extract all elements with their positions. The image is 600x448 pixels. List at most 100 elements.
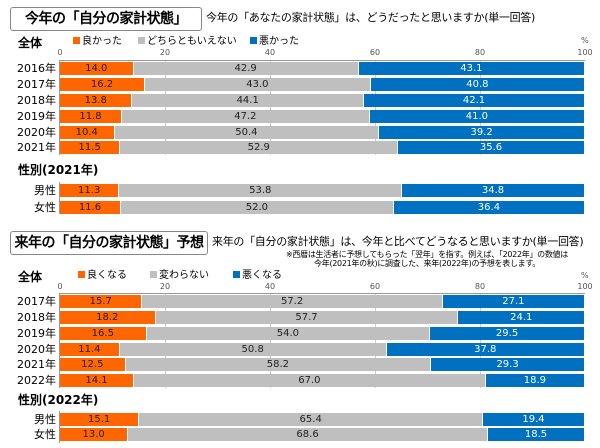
- bar-segment: 13.0: [60, 428, 129, 441]
- category-label: 2018年: [17, 311, 56, 324]
- category-label: 2019年: [17, 110, 56, 123]
- section-1-group-label: 性別(2021年): [18, 163, 99, 177]
- bar-segment: 11.4: [60, 343, 120, 356]
- bar-segment: 36.4: [393, 201, 585, 214]
- bar-segment: 18.9: [485, 374, 585, 387]
- bar-segment: 54.0: [146, 327, 431, 340]
- legend-swatch: [78, 271, 85, 278]
- bar-segment: 29.3: [431, 358, 585, 371]
- bar-segment: 16.5: [60, 327, 147, 340]
- legend-swatch: [138, 37, 145, 44]
- bar-segment: 11.5: [60, 141, 121, 154]
- legend-item: 良かった: [73, 36, 122, 48]
- bar-segment: 12.5: [60, 358, 126, 371]
- tick-label: 40: [264, 48, 276, 57]
- legend-swatch: [250, 37, 257, 44]
- section-2-question: 来年の「自分の家計状態」は、今年と比べてどうなると思いますか(単一回答): [212, 235, 584, 248]
- section-2-total-label: 全体: [18, 270, 43, 284]
- bar-segment: 15.1: [60, 413, 140, 426]
- category-label: 2022年: [17, 374, 56, 387]
- section-1-total-label: 全体: [18, 36, 43, 50]
- bar-segment: 11.6: [60, 201, 121, 214]
- y-axis-group: [59, 411, 60, 443]
- bar-segment: 47.2: [121, 110, 370, 123]
- legend-item: 悪くなる: [233, 270, 282, 282]
- tick-label: 60: [369, 282, 381, 291]
- tick-label: 60: [369, 48, 381, 57]
- category-label: 2020年: [17, 126, 56, 139]
- tick-label: 0: [57, 282, 63, 291]
- section-2-note: ※西暦は生活者に予想してもらった「翌年」を指す。例えば、「2022年」の数値は今…: [286, 250, 568, 268]
- bar-segment: 37.8: [386, 343, 585, 356]
- y-axis-group: [59, 182, 60, 214]
- bar-segment: 68.6: [128, 428, 488, 441]
- bar-segment: 29.5: [430, 327, 585, 340]
- bar-segment: 67.0: [134, 374, 486, 387]
- legend-swatch: [233, 271, 240, 278]
- bar-segment: 44.1: [132, 94, 364, 107]
- bar-segment: 13.8: [60, 94, 133, 107]
- gridline: [480, 60, 481, 155]
- x-axis: [60, 293, 585, 294]
- bar-segment: 11.8: [60, 110, 122, 123]
- gridline: [165, 293, 166, 388]
- section-1-title: 今年の「自分の家計状態」: [10, 7, 202, 31]
- bar-segment: 57.2: [142, 295, 443, 308]
- bar-segment: 11.3: [60, 184, 120, 197]
- unit-label: %: [581, 36, 589, 45]
- category-label: 2018年: [17, 94, 56, 107]
- y-axis: [59, 60, 60, 155]
- bar-segment: 41.0: [369, 110, 585, 123]
- category-label: 2016年: [17, 62, 56, 75]
- x-axis: [60, 60, 585, 61]
- bar-segment: 34.8: [402, 184, 585, 197]
- tick-label: 40: [264, 282, 276, 291]
- tick-label: 80: [474, 282, 486, 291]
- bar-segment: 15.7: [60, 295, 143, 308]
- y-axis: [59, 293, 60, 388]
- legend-swatch: [150, 271, 157, 278]
- section-1-question: 今年の「あなたの家計状態」は、どうだったと思いますか(単一回答): [206, 11, 535, 24]
- category-label: 女性: [34, 428, 56, 441]
- bar-segment: 40.8: [370, 78, 585, 91]
- bar-segment: 52.0: [120, 201, 394, 214]
- bar-segment: 65.4: [139, 413, 484, 426]
- tick-label: 100: [577, 48, 593, 57]
- bar-segment: 10.4: [60, 126, 115, 139]
- legend-item: 変わらない: [150, 270, 209, 282]
- bar-segment: 58.2: [125, 358, 432, 371]
- category-label: 2020年: [17, 343, 56, 356]
- category-label: 2021年: [17, 358, 56, 371]
- bar-segment: 27.1: [442, 295, 585, 308]
- category-label: 女性: [34, 201, 56, 214]
- unit-label: %: [581, 271, 589, 280]
- category-label: 2019年: [17, 327, 56, 340]
- gridline: [165, 60, 166, 155]
- bar-segment: 57.7: [155, 311, 459, 324]
- gridline: [270, 60, 271, 155]
- legend-item: 悪かった: [250, 36, 299, 48]
- bar-segment: 53.8: [119, 184, 403, 197]
- bar-segment: 24.1: [458, 311, 585, 324]
- bar-segment: 52.9: [120, 141, 399, 154]
- legend-item: 良くなる: [78, 270, 127, 282]
- category-label: 男性: [34, 184, 56, 197]
- bar-segment: 14.1: [60, 374, 135, 387]
- category-label: 2021年: [17, 141, 56, 154]
- legend-swatch: [73, 37, 80, 44]
- bar-segment: 35.6: [398, 141, 585, 154]
- bar-segment: 50.4: [114, 126, 380, 139]
- bar-segment: 16.2: [60, 78, 146, 91]
- bar-segment: 43.0: [145, 78, 371, 91]
- bar-segment: 50.8: [119, 343, 387, 356]
- tick-label: 100: [577, 282, 593, 291]
- category-label: 2017年: [17, 78, 56, 91]
- bar-segment: 39.2: [379, 126, 585, 139]
- bar-segment: 14.0: [60, 62, 134, 75]
- section-2-group-label: 性別(2022年): [18, 393, 99, 407]
- gridline: [375, 60, 376, 155]
- bar-segment: 43.1: [358, 62, 585, 75]
- bar-segment: 42.9: [133, 62, 359, 75]
- tick-label: 20: [159, 282, 171, 291]
